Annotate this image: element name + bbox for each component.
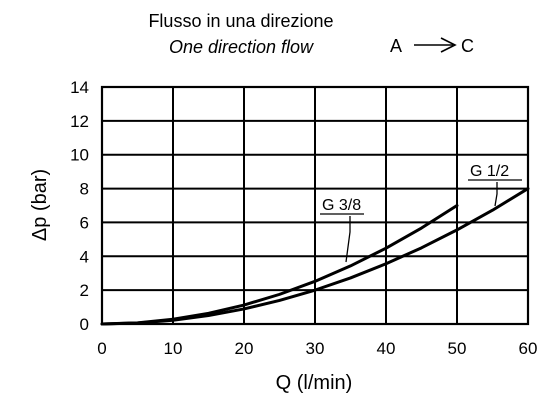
series-label-leader <box>345 216 351 263</box>
y-tick-label: 6 <box>80 213 89 232</box>
x-tick-label: 50 <box>448 339 467 358</box>
series-label-g-3-8: G 3/8 <box>322 197 361 214</box>
series-curves <box>100 187 530 326</box>
y-tick-label: 4 <box>80 247 89 266</box>
x-tick-label: 30 <box>306 339 325 358</box>
x-tick-label: 0 <box>97 339 106 358</box>
y-tick-label: 14 <box>70 78 89 97</box>
flow-from-label: A <box>390 36 402 56</box>
x-tick-label: 20 <box>235 339 254 358</box>
y-tick-label: 2 <box>80 281 89 300</box>
x-tick-labels: 0 10 20 30 40 50 60 <box>97 339 537 358</box>
x-tick-label: 40 <box>377 339 396 358</box>
y-tick-label: 12 <box>70 112 89 131</box>
series-label-g-1-2: G 1/2 <box>470 163 509 180</box>
grid <box>100 85 530 326</box>
x-tick-label: 10 <box>164 339 183 358</box>
y-axis-label: Δp (bar) <box>29 169 51 241</box>
flow-to-label: C <box>461 36 474 56</box>
x-axis-label: Q (l/min) <box>276 372 353 394</box>
series-label-leader <box>494 182 498 207</box>
series-labels: G 3/8 G 1/2 <box>320 163 522 263</box>
flow-arrow-icon <box>414 37 457 53</box>
chart-title-italian: Flusso in una direzione <box>148 11 333 31</box>
plot-frame <box>100 85 530 326</box>
y-tick-label: 8 <box>80 180 89 199</box>
series-line-g-1-2 <box>100 187 530 326</box>
y-tick-labels: 0 2 4 6 8 10 12 14 <box>70 78 89 334</box>
y-tick-label: 0 <box>80 315 89 334</box>
x-tick-label: 60 <box>519 339 538 358</box>
chart-title-english: One direction flow <box>169 37 314 57</box>
y-tick-label: 10 <box>70 146 89 165</box>
